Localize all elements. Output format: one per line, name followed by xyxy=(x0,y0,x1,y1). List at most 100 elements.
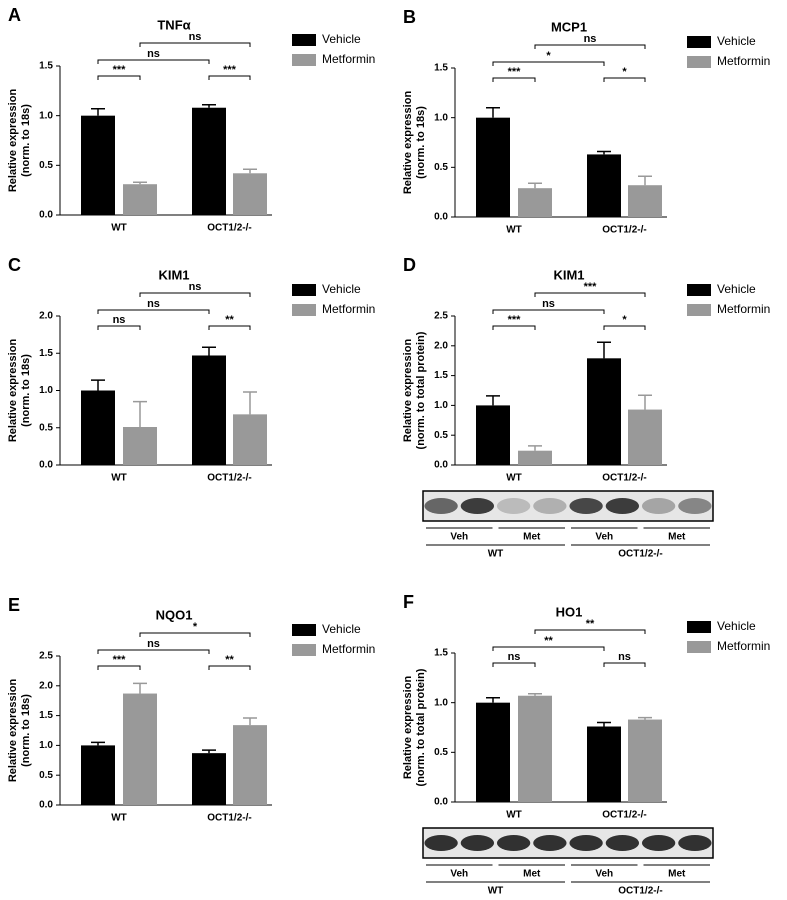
bar xyxy=(81,745,115,805)
bar xyxy=(628,409,662,465)
y-tick-label: 0.0 xyxy=(39,210,53,221)
y-axis-label: Relative expression xyxy=(7,679,19,783)
blot-band xyxy=(678,835,712,851)
legend-swatch xyxy=(292,624,316,636)
y-tick-label: 0.0 xyxy=(434,212,448,223)
blot-band xyxy=(460,498,495,514)
chart-title: NQO1 xyxy=(156,607,193,622)
bar xyxy=(476,405,510,465)
bar xyxy=(192,753,226,805)
y-tick-label: 0.0 xyxy=(434,797,448,808)
significance-bracket xyxy=(492,325,536,330)
significance-bracket xyxy=(492,662,536,667)
significance-bracket xyxy=(492,77,536,82)
lane-label: Met xyxy=(668,869,686,880)
y-axis-label: Relative expression xyxy=(402,91,414,195)
error-bar xyxy=(638,394,652,410)
lane-label: Veh xyxy=(595,532,613,543)
blot-band xyxy=(605,835,640,851)
y-tick-label: 0.5 xyxy=(39,160,53,171)
error-bar xyxy=(597,150,611,155)
group-label: OCT1/2-/- xyxy=(618,549,662,560)
y-tick-label: 1.5 xyxy=(434,370,448,381)
significance-bracket xyxy=(97,59,210,64)
error-bar xyxy=(597,341,611,359)
significance-bracket xyxy=(492,646,605,651)
chart-title: TNFα xyxy=(157,17,190,32)
panel: A TNFα Relative expression (norm. to 18s) 0.… xyxy=(7,5,375,234)
legend-swatch xyxy=(687,621,711,633)
error-bar xyxy=(243,168,257,174)
significance-label: ns xyxy=(147,48,160,60)
significance-bracket xyxy=(139,292,251,297)
bar xyxy=(587,726,621,802)
y-tick-label: 1.0 xyxy=(434,697,448,708)
lane-label: Veh xyxy=(450,532,468,543)
y-axis-label: (norm. to 18s) xyxy=(20,694,32,767)
bar xyxy=(628,185,662,217)
significance-bracket xyxy=(97,649,210,654)
y-tick-label: 0.5 xyxy=(434,430,448,441)
blot-band xyxy=(605,498,640,514)
blot-band xyxy=(496,835,531,851)
bar xyxy=(192,355,226,465)
y-axis-label: Relative expression xyxy=(402,676,414,780)
y-axis-label: (norm. to total protein) xyxy=(415,668,427,786)
significance-bracket xyxy=(208,75,251,80)
error-bar xyxy=(133,181,147,185)
y-tick-label: 1.5 xyxy=(39,348,53,359)
error-bar xyxy=(486,696,500,703)
significance-label: ** xyxy=(586,618,595,630)
significance-label: ns xyxy=(189,281,202,293)
chart-title: HO1 xyxy=(556,604,583,619)
y-tick-label: 1.0 xyxy=(434,112,448,123)
significance-bracket xyxy=(534,44,646,49)
bar xyxy=(233,414,267,465)
lane-label: Met xyxy=(523,532,541,543)
error-bar xyxy=(91,741,105,746)
panel: F HO1 Relative expression (norm. to total p… xyxy=(402,592,770,897)
panel: B MCP1 Relative expression (norm. to 18s) 0.… xyxy=(402,7,770,236)
significance-label: ns xyxy=(584,33,597,45)
bar xyxy=(518,450,552,465)
y-tick-label: 2.0 xyxy=(39,680,53,691)
blot-band xyxy=(424,835,458,851)
significance-label: * xyxy=(622,314,627,326)
legend-label: Metformin xyxy=(322,52,375,66)
legend-swatch xyxy=(292,644,316,656)
y-tick-label: 0.0 xyxy=(434,460,448,471)
error-bar xyxy=(638,716,652,720)
bar xyxy=(233,173,267,215)
y-tick-label: 1.5 xyxy=(434,648,448,659)
bar xyxy=(81,390,115,465)
panel: D KIM1 Relative expression (norm. to total … xyxy=(402,255,770,560)
blot-band xyxy=(678,498,712,514)
bar xyxy=(123,693,157,805)
legend-label: Vehicle xyxy=(322,32,361,46)
legend-swatch xyxy=(292,304,316,316)
bar xyxy=(587,154,621,217)
error-bar xyxy=(243,391,257,415)
significance-bracket xyxy=(97,325,141,330)
y-axis-label: (norm. to 18s) xyxy=(415,106,427,179)
error-bar xyxy=(91,379,105,391)
y-tick-label: 0.5 xyxy=(434,162,448,173)
y-tick-label: 1.0 xyxy=(434,400,448,411)
significance-bracket xyxy=(534,629,646,634)
error-bar xyxy=(597,721,611,727)
bar xyxy=(476,702,510,802)
significance-bracket xyxy=(97,309,210,314)
significance-label: ns xyxy=(618,651,631,663)
bar xyxy=(233,725,267,805)
y-tick-label: 0.5 xyxy=(39,770,53,781)
legend-label: Vehicle xyxy=(717,34,756,48)
legend-swatch xyxy=(687,304,711,316)
y-tick-label: 0.0 xyxy=(39,460,53,471)
significance-bracket xyxy=(139,42,251,47)
error-bar xyxy=(243,717,257,726)
significance-label: ** xyxy=(225,314,234,326)
legend-label: Metformin xyxy=(322,302,375,316)
significance-bracket xyxy=(603,325,646,330)
x-tick-label: OCT1/2-/- xyxy=(207,223,251,234)
legend-swatch xyxy=(687,56,711,68)
